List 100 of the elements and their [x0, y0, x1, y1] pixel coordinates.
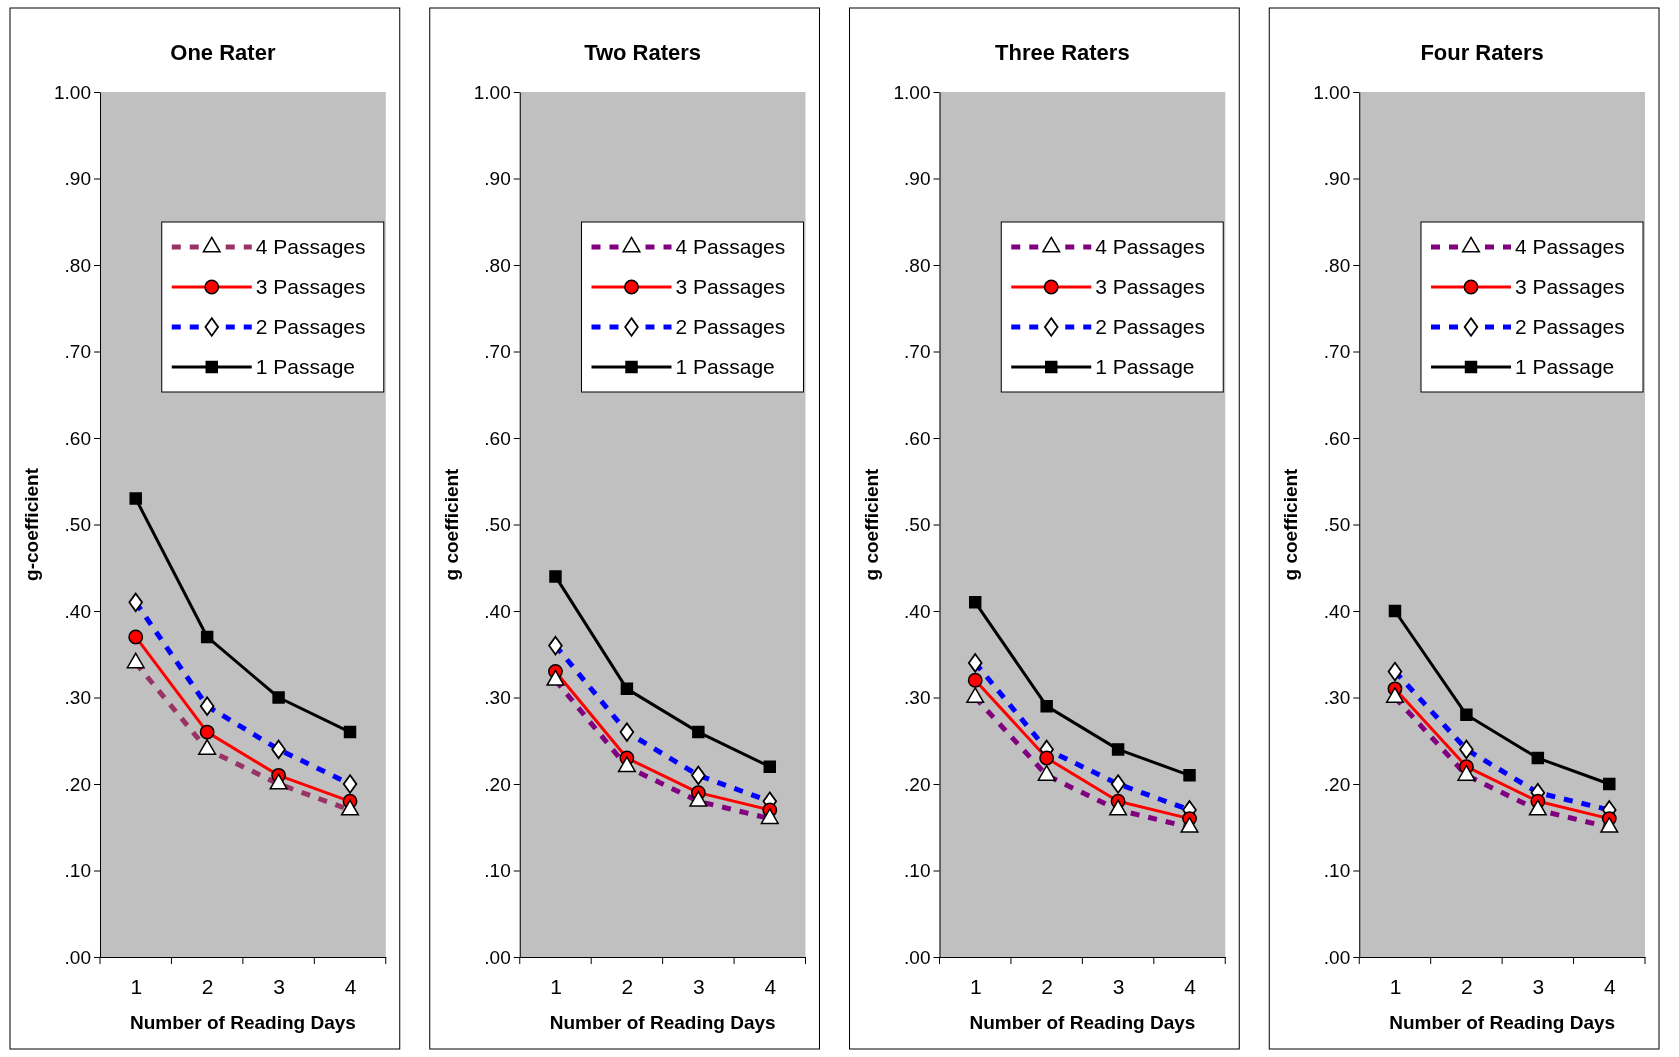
- y-tick-label: .00: [64, 946, 91, 968]
- y-tick-label: .70: [904, 341, 931, 363]
- point: [1111, 743, 1125, 756]
- y-tick-label: 1.00: [54, 81, 91, 103]
- y-tick-label: .20: [64, 773, 91, 795]
- y-axis-title: g coefficient: [440, 467, 462, 581]
- y-tick-label: .90: [484, 168, 511, 190]
- point: [1040, 699, 1053, 713]
- point: [272, 691, 285, 704]
- point: [128, 629, 144, 645]
- legend-label: 1 Passage: [1095, 355, 1195, 379]
- point: [549, 570, 562, 583]
- y-tick-label: .50: [484, 514, 511, 536]
- y-tick-label: .10: [64, 860, 91, 882]
- point: [968, 596, 982, 609]
- point: [1531, 751, 1545, 765]
- chart-title: One Rater: [170, 40, 276, 65]
- y-tick-label: .60: [64, 427, 91, 449]
- point: [692, 725, 705, 739]
- y-tick-label: .00: [484, 946, 511, 968]
- x-tick-label: 1: [130, 974, 143, 998]
- y-tick-label: .90: [1323, 168, 1351, 190]
- y-tick-label: .30: [484, 687, 511, 709]
- y-tick-label: .60: [1323, 427, 1351, 449]
- y-tick-label: 1.00: [1313, 81, 1351, 103]
- x-axis-title: Number of Reading Days: [549, 1012, 776, 1033]
- y-tick-label: .40: [64, 600, 91, 622]
- legend-label: 3 Passages: [675, 275, 786, 299]
- x-tick-label: 4: [344, 974, 357, 998]
- legend-label: 3 Passages: [255, 275, 366, 299]
- y-tick-label: .90: [904, 168, 931, 190]
- point: [1460, 708, 1473, 722]
- x-tick-label: 1: [550, 974, 562, 998]
- chart-title: Four Raters: [1420, 40, 1544, 65]
- y-tick-label: .30: [904, 687, 931, 709]
- y-tick-label: .00: [904, 946, 931, 968]
- point: [343, 725, 357, 739]
- point: [1039, 750, 1055, 766]
- point: [1388, 604, 1402, 618]
- point: [763, 760, 777, 773]
- y-tick-label: .30: [1323, 687, 1351, 709]
- y-tick-label: 1.00: [893, 81, 931, 103]
- legend-label: 4 Passages: [255, 235, 366, 259]
- point: [1183, 769, 1196, 782]
- y-axis-title: g coefficient: [860, 467, 882, 581]
- y-tick-label: .10: [484, 860, 511, 882]
- y-tick-label: .20: [904, 773, 931, 795]
- point: [199, 724, 215, 740]
- y-tick-label: .00: [1323, 946, 1351, 968]
- point: [620, 682, 634, 696]
- y-tick-label: .80: [64, 254, 91, 276]
- legend-label: 2 Passages: [255, 315, 366, 339]
- x-tick-label: 1: [969, 974, 982, 998]
- y-tick-label: .40: [904, 600, 931, 622]
- chart-title: Three Raters: [995, 40, 1130, 65]
- x-tick-label: 2: [621, 974, 634, 998]
- legend-label: 3 Passages: [1095, 275, 1205, 299]
- y-tick-label: .80: [484, 254, 511, 276]
- y-tick-label: 1.00: [473, 81, 511, 103]
- point: [967, 672, 983, 688]
- y-tick-label: .10: [904, 860, 931, 882]
- x-tick-label: 2: [1041, 974, 1053, 998]
- x-axis-title: Number of Reading Days: [969, 1012, 1196, 1033]
- x-tick-label: 3: [693, 974, 705, 998]
- legend-label: 2 Passages: [675, 315, 786, 339]
- y-tick-label: .10: [1323, 860, 1351, 882]
- x-axis-title: Number of Reading Days: [1389, 1012, 1616, 1033]
- x-axis-title: Number of Reading Days: [129, 1012, 356, 1033]
- x-tick-label: 1: [1389, 974, 1402, 998]
- y-tick-label: .50: [1323, 514, 1351, 536]
- y-tick-label: .80: [904, 254, 931, 276]
- legend-label: 4 Passages: [1515, 235, 1625, 259]
- point: [1603, 777, 1616, 791]
- legend-label: 4 Passages: [1095, 235, 1205, 259]
- legend-label: 2 Passages: [1515, 315, 1625, 339]
- y-tick-label: .50: [904, 514, 931, 536]
- y-tick-label: .90: [64, 168, 91, 190]
- legend-label: 4 Passages: [675, 235, 786, 259]
- y-axis-title: g coefficient: [1280, 467, 1302, 581]
- point: [200, 630, 214, 644]
- x-tick-label: 4: [1603, 974, 1616, 998]
- y-tick-label: .20: [484, 773, 511, 795]
- y-tick-label: .60: [484, 427, 511, 449]
- y-tick-label: .20: [1323, 773, 1351, 795]
- legend-label: 1 Passage: [675, 355, 775, 379]
- legend-label: 1 Passage: [255, 355, 355, 379]
- x-tick-label: 4: [1184, 974, 1197, 998]
- x-tick-label: 2: [1461, 974, 1473, 998]
- x-tick-label: 2: [201, 974, 214, 998]
- x-tick-label: 3: [1532, 974, 1545, 998]
- y-tick-label: .60: [904, 427, 931, 449]
- y-tick-label: .80: [1323, 254, 1351, 276]
- point: [129, 492, 142, 505]
- legend-label: 1 Passage: [1515, 355, 1615, 379]
- y-tick-label: .70: [64, 341, 91, 363]
- y-tick-label: .30: [64, 687, 91, 709]
- x-tick-label: 3: [273, 974, 285, 998]
- y-axis-title: g-coefficient: [21, 467, 42, 581]
- x-tick-label: 3: [1112, 974, 1125, 998]
- y-tick-label: .40: [484, 600, 511, 622]
